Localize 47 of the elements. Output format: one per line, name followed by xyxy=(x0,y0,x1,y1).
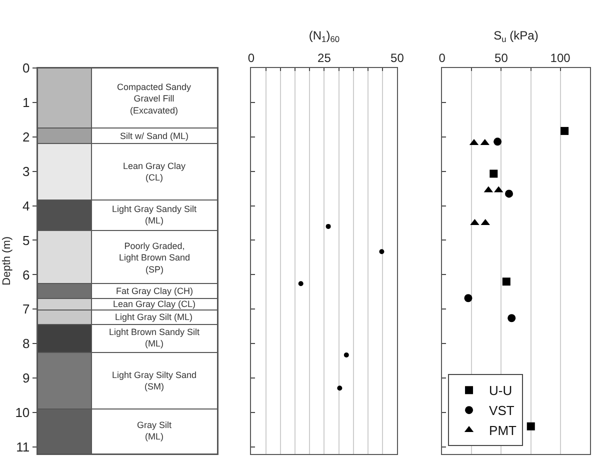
point xyxy=(505,190,514,198)
legend-label: U-U xyxy=(489,383,512,398)
series-label: Poorly Graded, Light Brown Sand (SP) xyxy=(119,241,190,274)
legend-label: PMT xyxy=(489,423,517,438)
series-label: Light Brown Sandy Silt (ML) xyxy=(109,327,200,349)
y-tick-label: 4 xyxy=(22,198,30,214)
legend-label: VST xyxy=(489,403,514,418)
x-tick-label: 50 xyxy=(494,51,508,66)
y-tick-label: 7 xyxy=(22,302,30,317)
series-label: Light Gray Sandy Silt (ML) xyxy=(112,204,198,226)
series-label: Compacted Sandy Gravel Fill (Excavated) xyxy=(117,82,192,116)
y-tick-label: 5 xyxy=(22,232,30,248)
chart-title: S$_{u}$ (kPa) xyxy=(494,28,538,44)
series-label: Light Gray Silt (ML) xyxy=(115,312,193,322)
y-tick-label: 10 xyxy=(15,405,30,420)
point xyxy=(494,138,502,146)
x-tick-label: 100 xyxy=(550,51,571,66)
y-axis-title: Depth (m) xyxy=(0,236,13,286)
point xyxy=(526,422,535,430)
y-tick-label: 1 xyxy=(22,94,30,110)
y-tick-label: 6 xyxy=(22,267,30,282)
point xyxy=(508,314,516,322)
point xyxy=(326,224,331,229)
point xyxy=(337,386,342,391)
point xyxy=(490,170,498,178)
x-tick-label: 0 xyxy=(438,51,446,66)
series-label: Gray Silt (ML) xyxy=(137,420,172,442)
x-tick-label: 25 xyxy=(318,51,332,66)
series-label: Light Gray Silty Sand (SM) xyxy=(112,370,197,392)
series-label: Lean Gray Clay (CL) xyxy=(113,299,196,309)
point xyxy=(560,126,569,135)
y-tick-label: 11 xyxy=(16,440,30,455)
x-tick-label: 50 xyxy=(390,51,404,66)
point xyxy=(298,281,304,286)
point xyxy=(464,294,472,302)
x-tick-label: 0 xyxy=(248,51,255,66)
point xyxy=(344,352,349,358)
series-label: Lean Gray Clay (CL) xyxy=(123,161,186,183)
y-tick-label: 2 xyxy=(22,129,30,144)
series-label: Fat Gray Clay (CH) xyxy=(116,286,194,296)
point xyxy=(379,249,384,254)
series-label: Silt w/ Sand (ML) xyxy=(120,131,189,141)
y-tick-label: 8 xyxy=(22,336,30,352)
chart-title: (N$_{1}$)$_{60}$ xyxy=(308,28,340,44)
point xyxy=(502,278,510,286)
y-tick-label: 9 xyxy=(22,370,30,386)
y-tick-label: 3 xyxy=(22,164,30,179)
